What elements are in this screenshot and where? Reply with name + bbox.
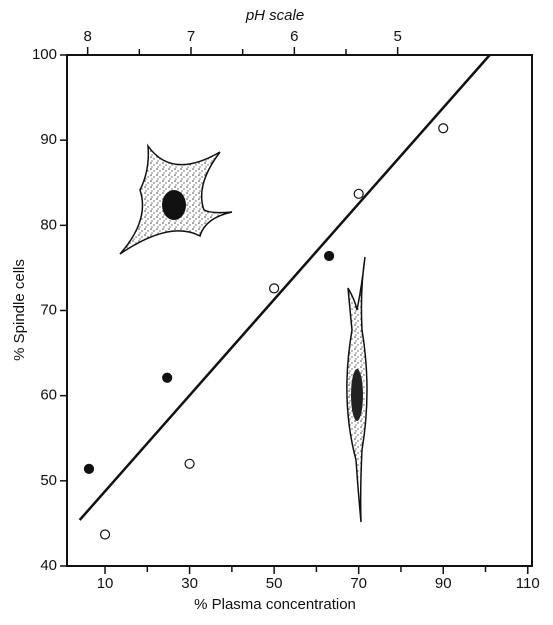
x-tick-label: 30: [181, 575, 198, 592]
fit-line: [78, 54, 491, 521]
x-tick-label: 10: [97, 575, 114, 592]
x2-tick-label: 7: [187, 28, 195, 45]
y-tick-label: 60: [40, 387, 57, 404]
data-point: [83, 463, 95, 475]
x2-tick-label: 6: [290, 28, 298, 45]
x2-axis-label: pH scale: [245, 7, 304, 24]
x-tick-label: 50: [266, 575, 283, 592]
star-cell: [119, 143, 233, 255]
data-point: [184, 458, 195, 469]
data-point: [438, 123, 449, 134]
y-tick-label: 50: [40, 472, 57, 489]
x-tick-label: 110: [516, 575, 540, 592]
data-point: [323, 250, 335, 262]
x-tick-label: 70: [350, 575, 367, 592]
y-tick-label: 40: [40, 557, 57, 574]
x-axis-label: % Plasma concentration: [194, 596, 356, 613]
x-tick-label: 90: [435, 575, 452, 592]
x2-tick-label: 8: [83, 28, 91, 45]
spindle-cell: [346, 256, 368, 523]
y-tick-label: 100: [32, 46, 57, 63]
y-tick-label: 80: [40, 216, 57, 233]
y-tick-label: 70: [40, 301, 57, 318]
data-point: [99, 529, 111, 540]
data-point: [353, 188, 364, 199]
y-axis-label: % Spindle cells: [11, 259, 28, 361]
data-point: [269, 283, 280, 294]
plot-frame: [66, 54, 533, 567]
data-point: [162, 372, 173, 383]
y-tick-label: 90: [40, 131, 57, 148]
x2-tick-label: 5: [393, 28, 401, 45]
